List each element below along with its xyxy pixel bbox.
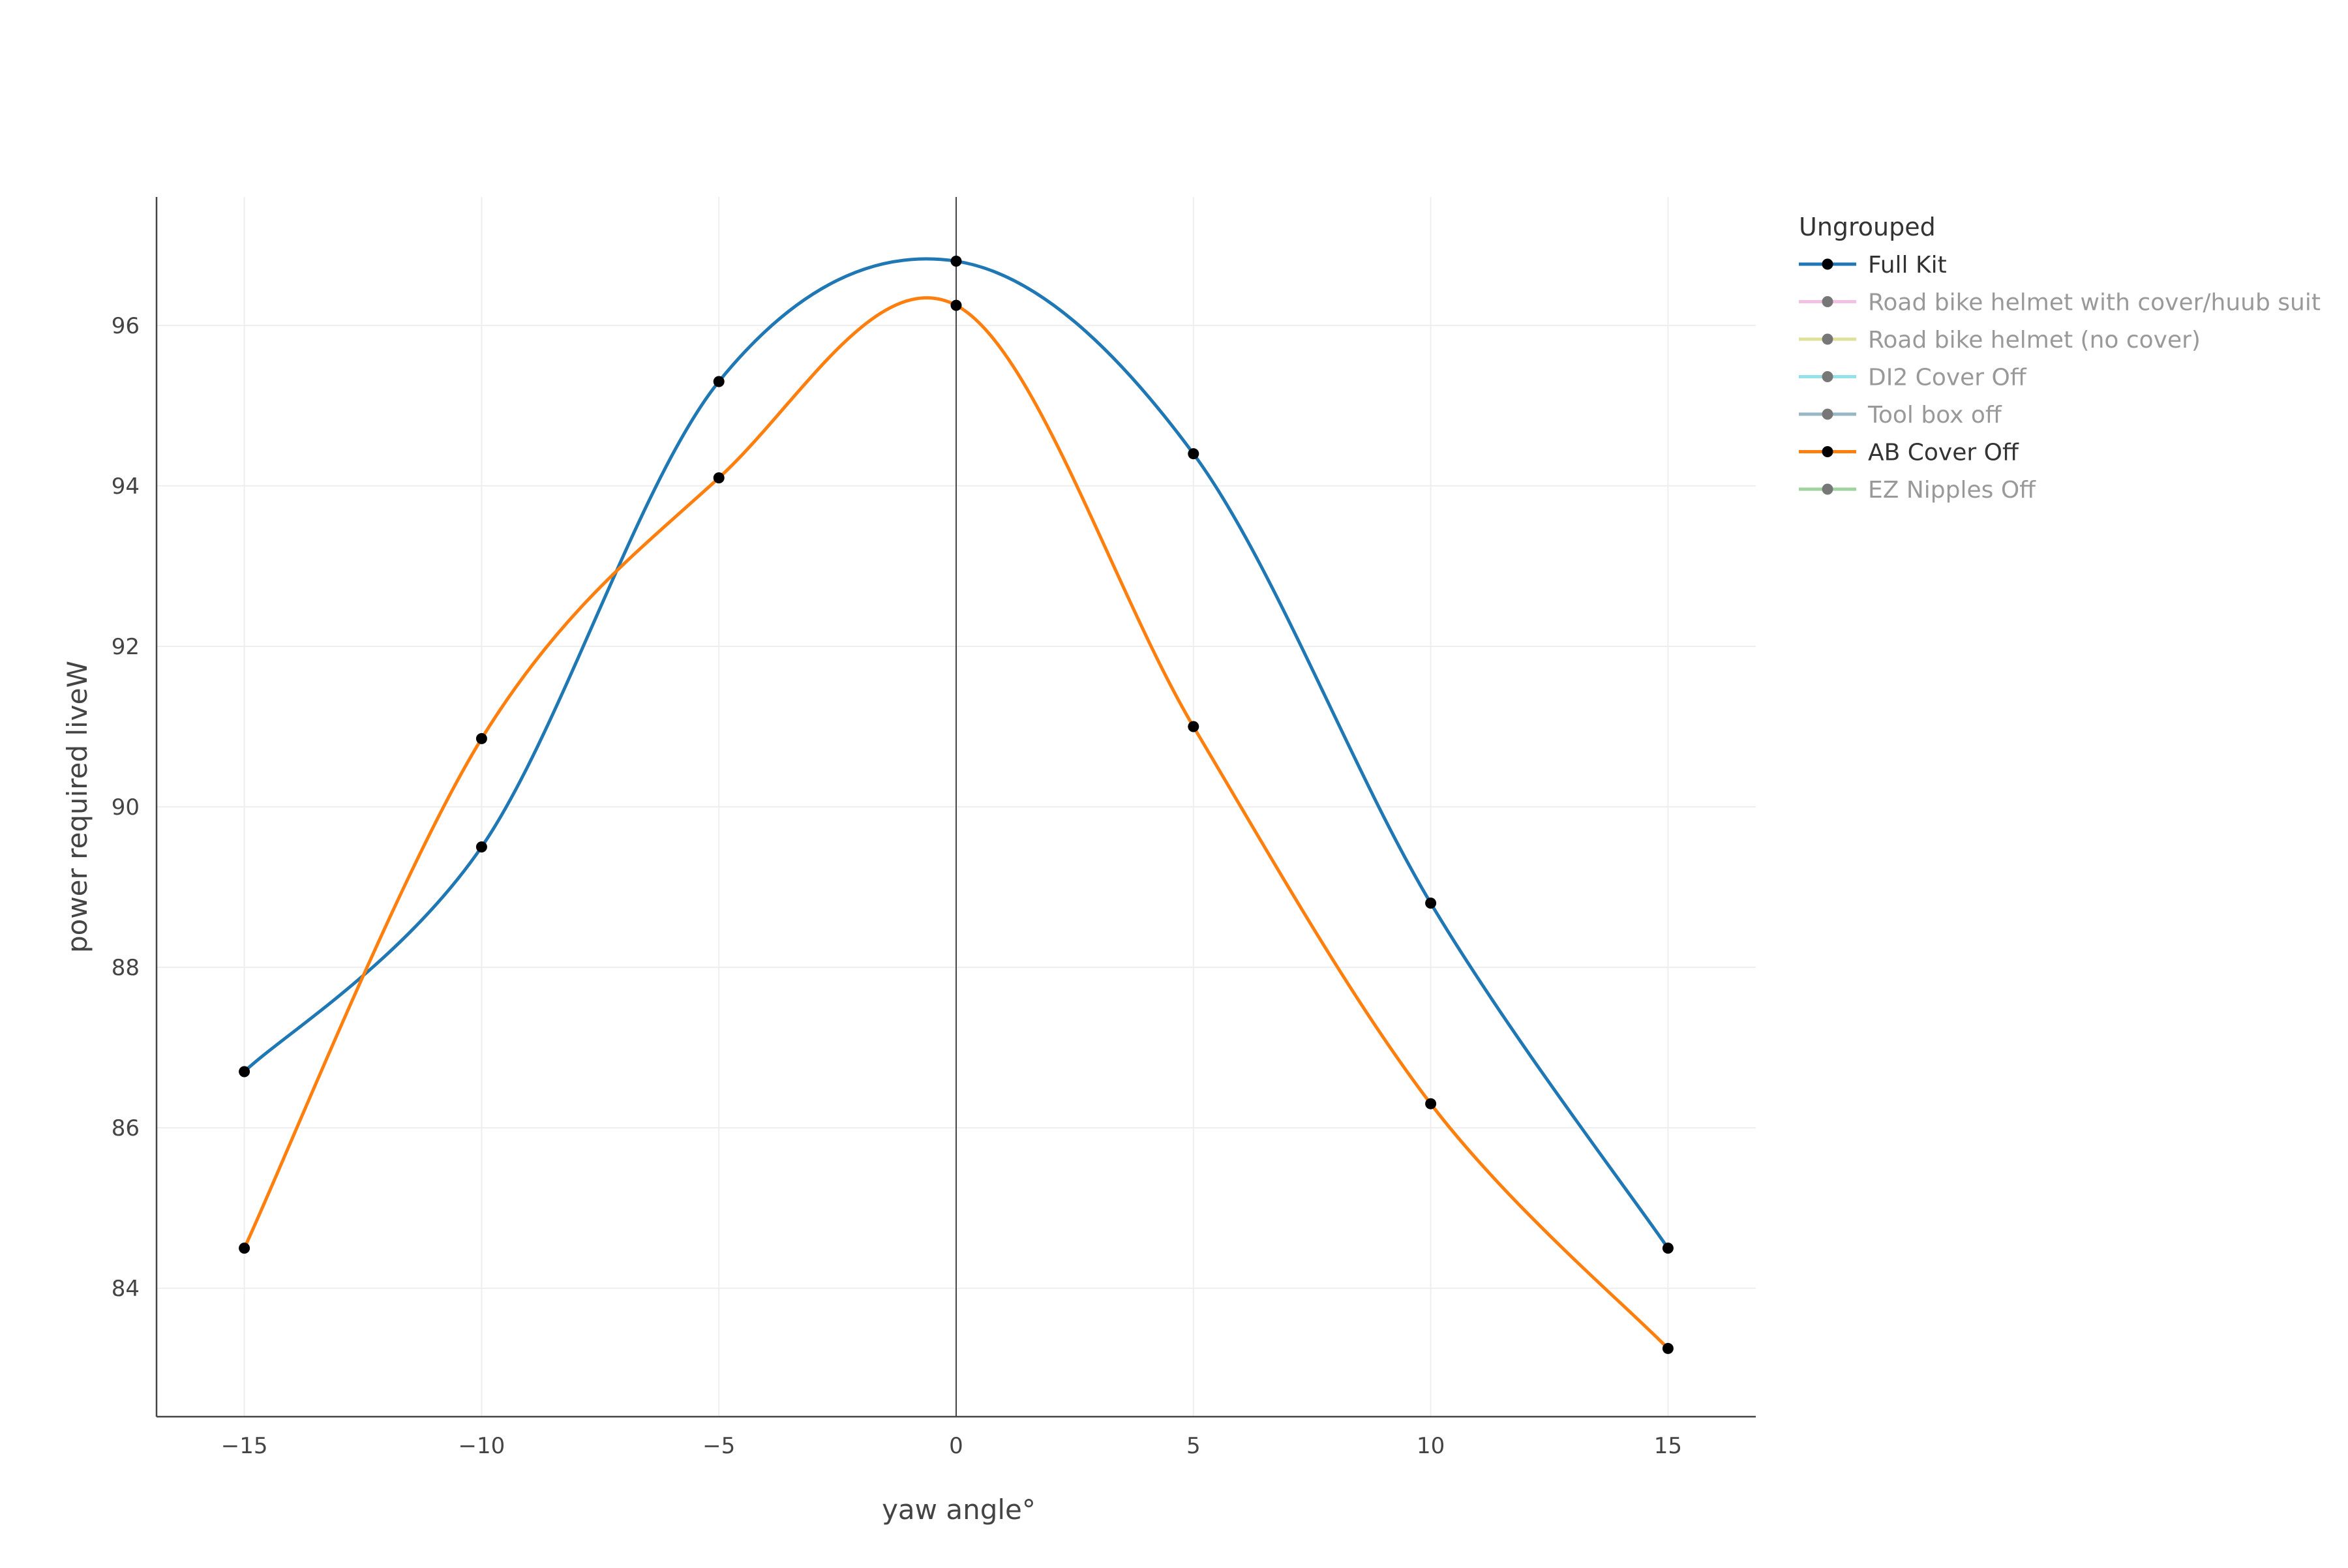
y-tick-label: 96 xyxy=(112,313,140,339)
legend-label: DI2 Cover Off xyxy=(1868,365,2027,391)
legend-label: EZ Nipples Off xyxy=(1868,477,2036,504)
y-axis-title: power required liveW xyxy=(61,661,93,953)
x-axis-title: yaw angle° xyxy=(882,1494,1036,1526)
legend-swatch-marker xyxy=(1822,483,1833,495)
legend-item-road-bike-helmet-with-cover-huub-suit[interactable]: Road bike helmet with cover/huub suit xyxy=(1799,290,2321,316)
data-point-full-kit[interactable] xyxy=(1662,1243,1674,1254)
data-point-full-kit[interactable] xyxy=(239,1066,250,1078)
legend-label: Tool box off xyxy=(1867,402,2002,429)
legend-item-ab-cover-off[interactable]: AB Cover Off xyxy=(1799,440,2019,466)
legend-title: Ungrouped xyxy=(1799,213,1936,241)
data-point-full-kit[interactable] xyxy=(713,376,725,387)
axis-layer xyxy=(155,197,1756,1418)
legend-swatch-marker xyxy=(1822,446,1833,457)
y-tick-label: 90 xyxy=(112,794,140,821)
y-tick-label: 94 xyxy=(112,474,140,500)
data-point-ab-cover-off[interactable] xyxy=(713,472,725,484)
legend-label: Road bike helmet with cover/huub suit xyxy=(1868,290,2321,316)
legend-swatch-marker xyxy=(1822,371,1833,382)
data-point-full-kit[interactable] xyxy=(1425,897,1437,909)
data-point-ab-cover-off[interactable] xyxy=(950,299,962,311)
data-point-ab-cover-off[interactable] xyxy=(1662,1342,1674,1354)
legend-swatch-marker xyxy=(1822,408,1833,420)
y-tick-label: 86 xyxy=(112,1115,140,1141)
x-tick-label: 10 xyxy=(1417,1433,1445,1459)
x-tick-label: 0 xyxy=(949,1433,963,1459)
data-point-full-kit[interactable] xyxy=(950,255,962,267)
x-tick-label: −15 xyxy=(221,1433,268,1459)
legend-item-ez-nipples-off[interactable]: EZ Nipples Off xyxy=(1799,477,2036,504)
y-tick-label: 92 xyxy=(112,634,140,660)
y-tick-label: 88 xyxy=(112,955,140,981)
tick-label-layer: −15 −10 −5 0 5 10 15 84 86 88 90 92 94 96 xyxy=(112,313,1682,1459)
legend-item-di2-cover-off[interactable]: DI2 Cover Off xyxy=(1799,365,2027,391)
legend-item-tool-box-off[interactable]: Tool box off xyxy=(1799,402,2002,429)
y-tick-label: 84 xyxy=(112,1276,140,1302)
data-point-ab-cover-off[interactable] xyxy=(1425,1098,1437,1109)
legend-swatch-marker xyxy=(1822,258,1833,270)
legend-label: AB Cover Off xyxy=(1868,440,2019,466)
legend-swatch-marker xyxy=(1822,296,1833,307)
legend-label: Road bike helmet (no cover) xyxy=(1868,327,2201,354)
x-tick-label: −10 xyxy=(459,1433,505,1459)
legend-item-full-kit[interactable]: Full Kit xyxy=(1799,252,1947,279)
data-point-ab-cover-off[interactable] xyxy=(475,732,487,744)
x-tick-label: 15 xyxy=(1654,1433,1682,1459)
x-tick-label: 5 xyxy=(1186,1433,1201,1459)
legend-item-road-bike-helmet-no-cover[interactable]: Road bike helmet (no cover) xyxy=(1799,327,2201,354)
series-layer xyxy=(239,255,1674,1354)
legend-swatch-marker xyxy=(1822,333,1833,345)
data-point-ab-cover-off[interactable] xyxy=(1188,721,1199,732)
data-point-full-kit[interactable] xyxy=(1188,448,1199,460)
legend: Ungrouped Full Kit Road bike helmet with … xyxy=(1799,213,2321,504)
data-point-ab-cover-off[interactable] xyxy=(239,1243,250,1254)
data-point-full-kit[interactable] xyxy=(475,841,487,853)
x-tick-label: −5 xyxy=(702,1433,735,1459)
legend-label: Full Kit xyxy=(1868,252,1947,279)
